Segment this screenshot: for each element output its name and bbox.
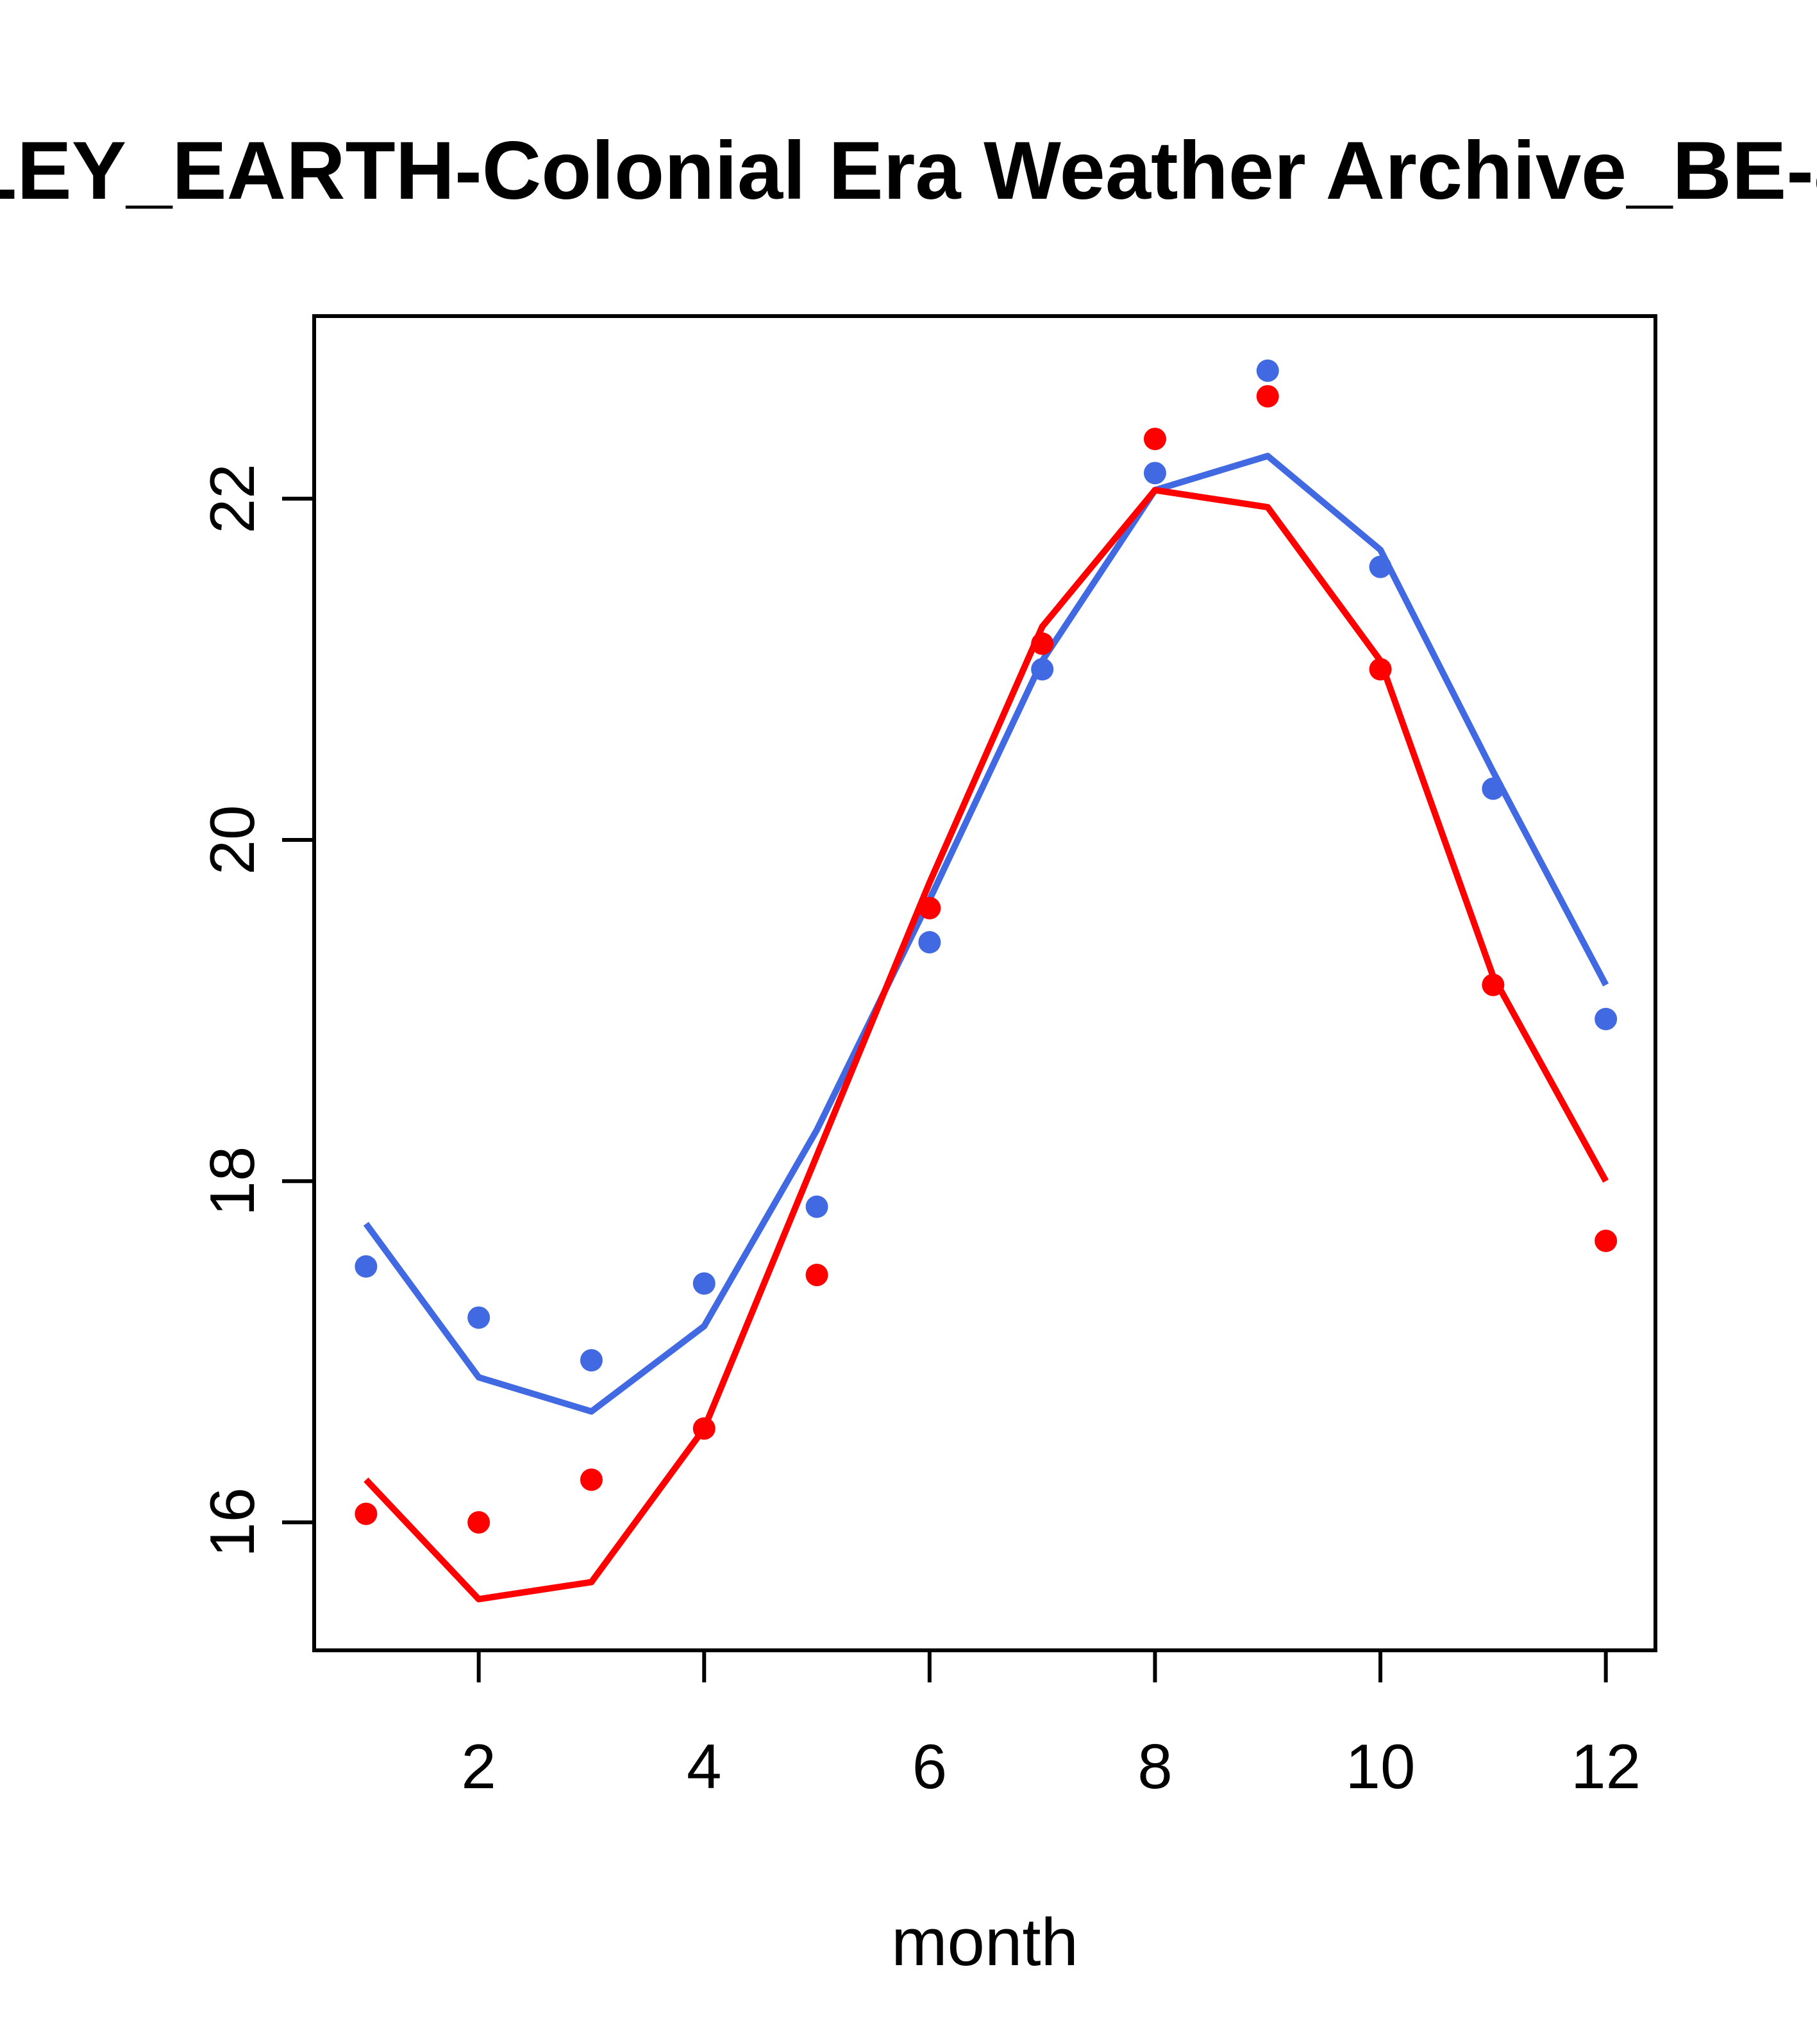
red-line: [364, 487, 1609, 1603]
chart-title: ELEY_EARTH-Colonial Era Weather Archive_…: [0, 125, 1817, 217]
x-tick-label: 12: [1571, 1731, 1641, 1802]
blue-points-marker: [1482, 777, 1505, 800]
x-axis: 2 4 6 8 10 12: [461, 1650, 1641, 1802]
blue-points-marker: [1595, 1007, 1618, 1030]
x-tick-label: 2: [461, 1731, 496, 1802]
red-points-marker: [918, 896, 941, 919]
x-tick-label: 10: [1346, 1731, 1416, 1802]
red-points-marker: [580, 1468, 603, 1491]
red-points-marker: [1143, 428, 1166, 451]
blue-points-marker: [805, 1195, 828, 1218]
plot-box-border: [312, 314, 1657, 1652]
red-points-marker: [355, 1502, 378, 1525]
y-tick-label: 16: [197, 1487, 267, 1557]
red-points-marker: [692, 1417, 716, 1440]
blue-points-marker: [1031, 658, 1054, 681]
y-tick-label: 18: [197, 1146, 267, 1216]
x-tick-label: 6: [912, 1731, 948, 1802]
x-tick-label: 4: [687, 1731, 722, 1802]
y-tick-label: 20: [197, 805, 267, 875]
y-axis: 16 18 20 22: [197, 464, 314, 1557]
blue-points-marker: [1143, 462, 1166, 485]
data-series-layer: [355, 359, 1618, 1603]
blue-points-marker: [355, 1255, 378, 1278]
blue-points-marker: [467, 1306, 490, 1329]
red-points-marker: [1595, 1229, 1618, 1252]
red-points-marker: [467, 1511, 490, 1534]
x-tick-label: 8: [1137, 1731, 1173, 1802]
blue-points-marker: [692, 1272, 716, 1295]
blue-points-marker: [1256, 359, 1279, 382]
blue-line: [363, 453, 1609, 1415]
blue-points-marker: [580, 1349, 603, 1372]
x-axis-title: month: [891, 1905, 1078, 1980]
red-points-marker: [1369, 658, 1392, 681]
red-points-marker: [1256, 385, 1279, 408]
blue-points-marker: [918, 931, 941, 954]
red-points-marker: [1482, 973, 1505, 996]
red-points-marker: [1031, 632, 1054, 655]
blue-points-marker: [1369, 555, 1392, 578]
red-points-marker: [805, 1264, 828, 1287]
y-tick-label: 22: [197, 464, 267, 533]
